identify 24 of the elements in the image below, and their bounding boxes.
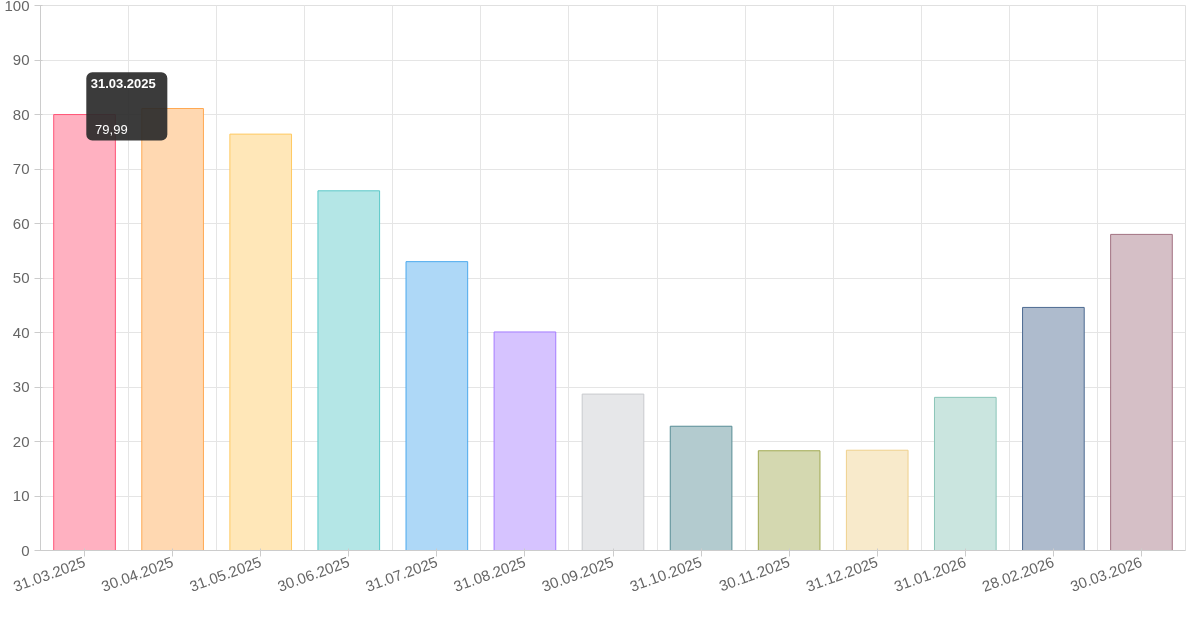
bar <box>405 261 469 551</box>
bar <box>229 133 293 551</box>
y-tick-label: 20 <box>12 432 30 450</box>
bar <box>1110 233 1173 551</box>
bar <box>493 331 557 551</box>
bar <box>933 396 997 551</box>
y-tick-label: 40 <box>12 323 30 341</box>
y-tick-label: 10 <box>12 487 30 504</box>
y-tick-label: 60 <box>12 214 30 232</box>
y-tick-label: 0 <box>21 541 30 559</box>
y-tick-label: 70 <box>12 160 30 177</box>
y-tick-label: 30 <box>12 378 30 395</box>
y-tick-label: 100 <box>4 0 30 14</box>
bar <box>757 450 821 551</box>
annotation: 79,99 <box>95 122 128 138</box>
y-tick-label: 50 <box>12 269 30 286</box>
bar <box>845 449 909 551</box>
bar <box>1022 306 1085 551</box>
y-tick-label: 80 <box>12 105 30 123</box>
bar <box>669 425 733 551</box>
annotation: 31.03.2025 <box>90 76 156 92</box>
bar <box>141 108 204 551</box>
y-tick-label: 90 <box>12 51 30 68</box>
bar <box>317 190 381 551</box>
